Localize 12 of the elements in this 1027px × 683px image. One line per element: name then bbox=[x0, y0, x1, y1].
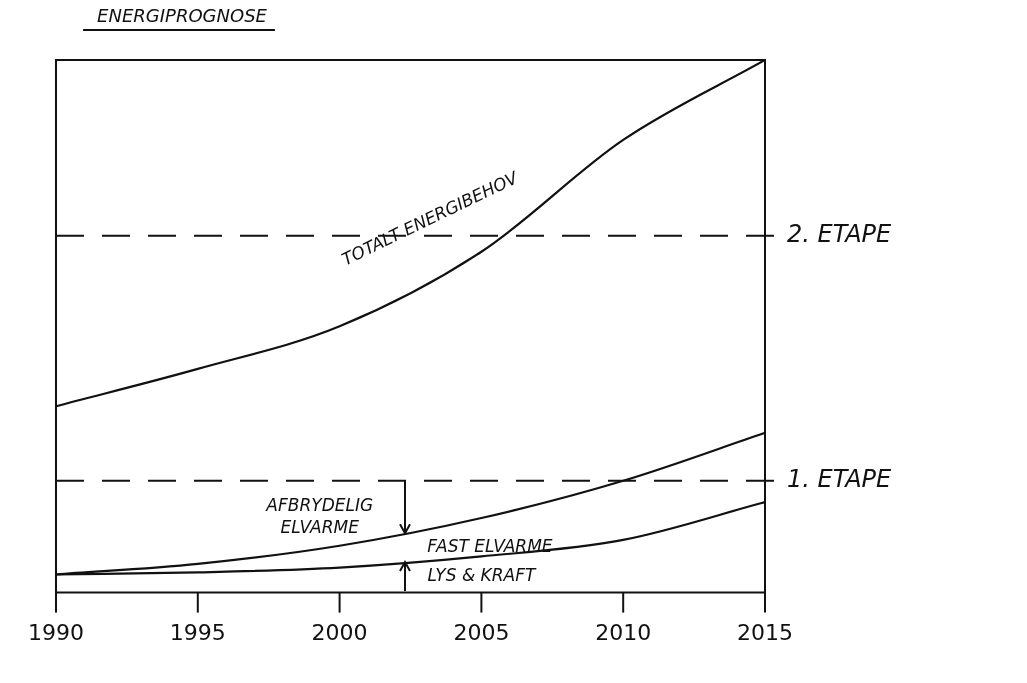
x-tick-label: 2010 bbox=[595, 619, 652, 645]
annotation: FAST ELVARME bbox=[427, 535, 553, 556]
chart-title: ENERGIPROGNOSE bbox=[97, 5, 268, 26]
x-tick-label: 1990 bbox=[27, 619, 84, 645]
x-tick-label: 1995 bbox=[169, 619, 226, 645]
ref-line-label: 2. ETAPE bbox=[787, 219, 893, 248]
x-tick-label: 2015 bbox=[737, 619, 793, 645]
x-tick-label: 2005 bbox=[453, 619, 510, 645]
annotation: AFBRYDELIG ELVARME bbox=[265, 495, 374, 538]
x-tick-label: 2000 bbox=[311, 619, 368, 645]
ref-line-label: 1. ETAPE bbox=[787, 464, 893, 493]
annotation: LYS & KRAFT bbox=[427, 565, 537, 586]
